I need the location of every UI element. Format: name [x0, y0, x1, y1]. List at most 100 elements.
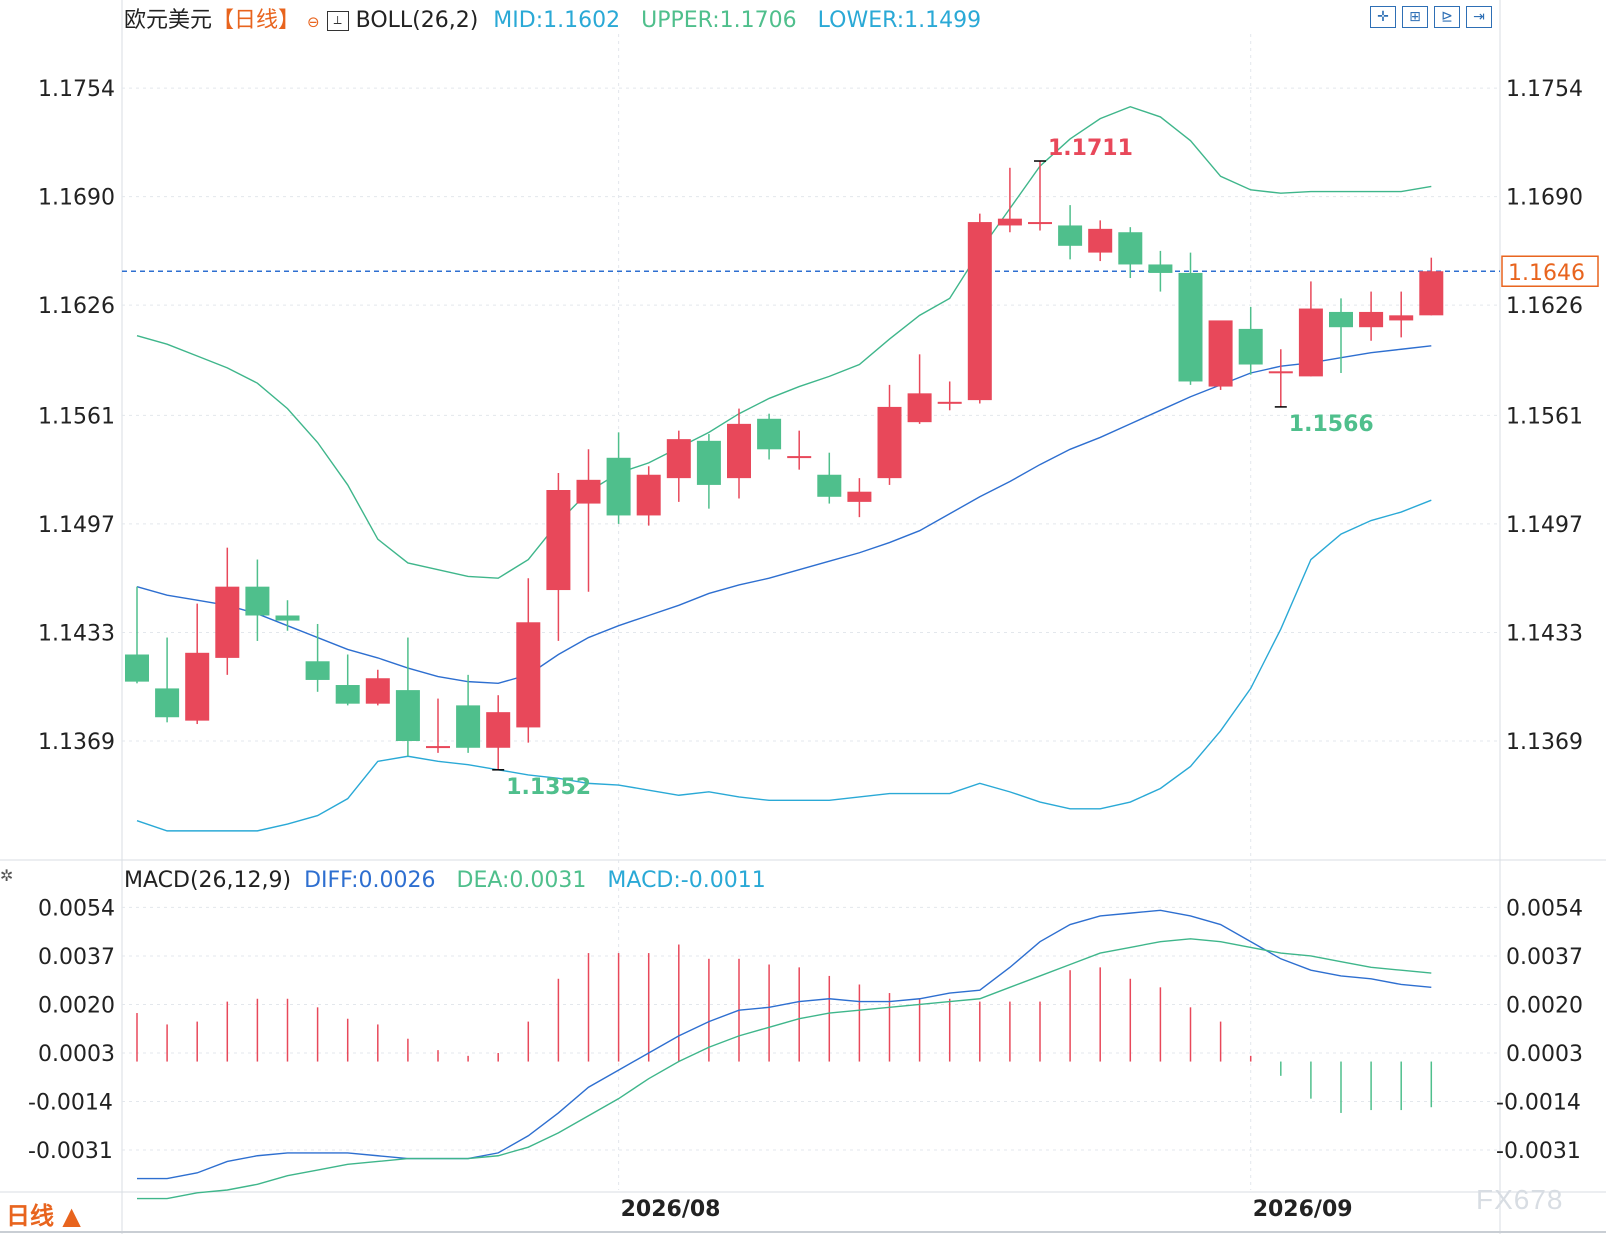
- candle-body: [456, 705, 481, 748]
- y-tick-label-left: 1.1497: [38, 513, 115, 538]
- macd-y-tick-label-right: 0.0003: [1506, 1042, 1583, 1067]
- candle-body: [1268, 371, 1293, 374]
- boll-lower-line: [136, 499, 1432, 832]
- candle-body: [1088, 228, 1113, 253]
- extreme-label: 1.1711: [1048, 136, 1133, 161]
- end-icon[interactable]: ⇥: [1466, 6, 1492, 28]
- candle-body: [155, 688, 180, 718]
- candle-body: [877, 406, 902, 479]
- candle-body: [275, 615, 300, 621]
- x-tick-label: 2026/09: [1253, 1197, 1353, 1222]
- candle-body: [967, 222, 992, 401]
- candle-body: [245, 586, 270, 616]
- watermark: FX678: [1476, 1184, 1564, 1215]
- candle-body: [787, 456, 812, 459]
- macd-y-tick-label-right: -0.0014: [1496, 1091, 1581, 1116]
- candle-body: [1359, 311, 1384, 328]
- candle-body: [757, 418, 782, 450]
- settings-gear-icon[interactable]: ✲: [0, 866, 14, 885]
- candle-body: [546, 490, 571, 591]
- indicator-settings-icon[interactable]: ⟂: [326, 11, 349, 31]
- instrument-name: 欧元美元: [124, 8, 213, 33]
- candle-body: [997, 218, 1022, 226]
- x-tick-label: 2026/08: [621, 1197, 721, 1222]
- timeframe-chevron-icon[interactable]: ⊖: [307, 13, 320, 31]
- macd-diff-value: DIFF:0.0026: [304, 868, 436, 893]
- macd-y-tick-label-right: 0.0037: [1506, 945, 1583, 970]
- candle-body: [486, 712, 511, 748]
- candle-body: [727, 423, 751, 479]
- macd-value: MACD:-0.0011: [607, 868, 766, 893]
- boll-mid-value: MID:1.1602: [493, 8, 621, 33]
- current-price-box: [1501, 255, 1599, 287]
- timeframe-switch[interactable]: 日线 ▲: [6, 1202, 81, 1230]
- macd-header: MACD(26,12,9) DIFF:0.0026 DEA:0.0031 MAC…: [124, 868, 766, 894]
- macd-y-tick-label-left: 0.0037: [38, 945, 115, 970]
- chart-header: 欧元美元【日线】 ⊖ ⟂ BOLL(26,2) MID:1.1602 UPPER…: [124, 8, 981, 35]
- candle-body: [1058, 225, 1083, 246]
- boll-upper-line: [136, 106, 1432, 579]
- candle-body: [185, 652, 210, 721]
- candle-body: [395, 690, 420, 741]
- y-tick-label-right: 1.1369: [1506, 730, 1583, 755]
- macd-y-tick-label-left: -0.0031: [28, 1139, 113, 1164]
- candle-body: [215, 586, 240, 658]
- candle-body: [696, 440, 721, 485]
- macd-y-tick-label-left: 0.0003: [38, 1042, 115, 1067]
- candle-body: [125, 654, 149, 682]
- candle-body: [1178, 272, 1203, 382]
- crosshair-icon[interactable]: ✛: [1370, 6, 1396, 28]
- extreme-label: 1.1352: [506, 775, 591, 800]
- candle-body: [937, 401, 962, 404]
- macd-y-tick-label-left: 0.0054: [38, 896, 115, 921]
- extreme-label: 1.1566: [1289, 412, 1374, 437]
- y-tick-label-left: 1.1561: [38, 404, 115, 429]
- candle-body: [1419, 271, 1444, 316]
- candle-body: [365, 678, 390, 704]
- y-tick-label-left: 1.1626: [38, 294, 115, 319]
- y-tick-label-right: 1.1561: [1506, 404, 1583, 429]
- boll-indicator-name[interactable]: BOLL(26,2): [355, 8, 479, 33]
- candle-body: [1148, 264, 1173, 273]
- candle-body: [1208, 320, 1233, 387]
- macd-y-tick-label-left: -0.0014: [28, 1091, 113, 1116]
- candle-body: [335, 685, 360, 704]
- boll-lower-value: LOWER:1.1499: [817, 8, 982, 33]
- candle-body: [666, 439, 691, 479]
- current-price-label: 1.1646: [1508, 261, 1585, 286]
- boll-upper-value: UPPER:1.1706: [641, 8, 797, 33]
- macd-y-tick-label-left: 0.0020: [38, 993, 115, 1018]
- candle-body: [636, 474, 661, 516]
- candle-body: [516, 622, 541, 728]
- macd-y-tick-label-right: 0.0054: [1506, 896, 1583, 921]
- candle-body: [907, 393, 932, 423]
- candle-body: [606, 457, 631, 516]
- y-tick-label-right: 1.1497: [1506, 513, 1583, 538]
- boll-mid-line: [136, 345, 1432, 685]
- candle-body: [576, 479, 601, 504]
- y-tick-label-left: 1.1690: [38, 186, 115, 211]
- zoom-icon[interactable]: ⊞: [1402, 6, 1428, 28]
- candle-body: [817, 474, 842, 497]
- y-tick-label-right: 1.1754: [1506, 77, 1583, 102]
- y-tick-label-left: 1.1754: [38, 77, 115, 102]
- candle-body: [426, 746, 450, 749]
- macd-indicator-name[interactable]: MACD(26,12,9): [124, 868, 292, 893]
- macd-diff-line: [137, 909, 1432, 1180]
- candle-body: [1028, 222, 1052, 225]
- candle-body: [1389, 315, 1414, 321]
- candle-body: [1118, 232, 1143, 265]
- y-tick-label-right: 1.1433: [1506, 621, 1583, 646]
- y-tick-label-left: 1.1433: [38, 621, 115, 646]
- step-icon[interactable]: ⊵: [1434, 6, 1460, 28]
- candle-body: [847, 491, 872, 502]
- timeframe-label[interactable]: 【日线】: [212, 8, 301, 33]
- macd-dea-line: [137, 938, 1432, 1200]
- macd-y-tick-label-right: 0.0020: [1506, 993, 1583, 1018]
- macd-y-tick-label-right: -0.0031: [1496, 1139, 1581, 1164]
- candle-body: [1238, 328, 1263, 365]
- candle-body: [305, 661, 330, 680]
- y-tick-label-left: 1.1369: [38, 730, 115, 755]
- candle-body: [1329, 311, 1353, 328]
